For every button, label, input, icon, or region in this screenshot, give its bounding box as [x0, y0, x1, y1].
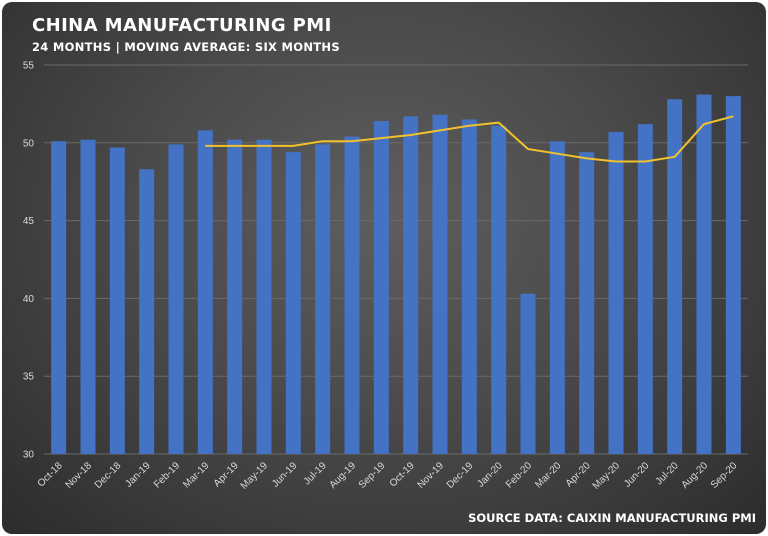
bar	[139, 169, 155, 454]
x-tick-label: Jul-20	[654, 460, 681, 487]
bar	[227, 139, 243, 455]
y-tick-label: 35	[23, 372, 35, 383]
bar	[197, 130, 213, 455]
bar	[491, 125, 507, 455]
bar	[373, 121, 389, 455]
x-tick-label: Oct-18	[36, 460, 65, 489]
bar	[168, 144, 184, 454]
bar	[549, 141, 565, 454]
x-tick-label: Aug-20	[680, 460, 711, 491]
bar	[432, 114, 448, 455]
x-tick-label: Dec-18	[93, 460, 124, 491]
bar	[579, 152, 595, 455]
x-tick-label: Feb-19	[152, 460, 182, 490]
x-tick-label: Sep-20	[709, 460, 740, 491]
bar	[725, 96, 741, 455]
bar	[109, 147, 125, 454]
x-tick-label: Apr-20	[564, 460, 593, 489]
x-tick-label: Oct-19	[388, 460, 417, 489]
x-tick-label: Jan-19	[123, 460, 153, 490]
bar	[344, 136, 360, 455]
bar	[637, 124, 653, 455]
x-tick-label: Mar-19	[181, 460, 211, 490]
bar	[256, 139, 272, 455]
bar	[696, 94, 712, 455]
x-tick-label: Jan-20	[475, 460, 505, 490]
bar	[667, 99, 683, 455]
x-tick-label: Sep-19	[357, 460, 388, 491]
x-tick-label: May-20	[591, 460, 623, 492]
bar	[80, 139, 96, 455]
bar	[51, 141, 67, 454]
x-tick-label: Jun-19	[270, 460, 300, 490]
x-tick-label: Feb-20	[504, 460, 534, 490]
bar	[461, 119, 477, 455]
x-tick-label: Jul-19	[302, 460, 329, 487]
y-tick-label: 50	[23, 138, 35, 149]
x-tick-label: Apr-19	[212, 460, 241, 489]
x-tick-label: Jun-20	[622, 460, 652, 490]
chart-title: CHINA MANUFACTURING PMI	[32, 15, 332, 36]
x-tick-label: Mar-20	[533, 460, 563, 490]
bar	[285, 152, 301, 455]
source-note: SOURCE DATA: CAIXIN MANUFACTURING PMI	[468, 511, 756, 525]
x-tick-label: Aug-19	[328, 460, 359, 491]
x-tick-label: Nov-19	[416, 460, 447, 491]
y-tick-label: 40	[23, 294, 35, 305]
chart-subtitle: 24 MONTHS | MOVING AVERAGE: SIX MONTHS	[32, 40, 340, 54]
y-tick-label: 30	[23, 450, 35, 461]
y-tick-label: 45	[23, 216, 35, 227]
x-tick-label: May-19	[239, 460, 271, 492]
bar	[520, 293, 536, 454]
x-tick-label: Nov-18	[64, 460, 95, 491]
x-tick-label: Dec-19	[445, 460, 476, 491]
bar	[403, 116, 419, 455]
moving-average-line	[205, 115, 734, 163]
y-tick-label: 55	[23, 61, 35, 72]
bar	[315, 144, 331, 454]
bar	[608, 131, 624, 454]
